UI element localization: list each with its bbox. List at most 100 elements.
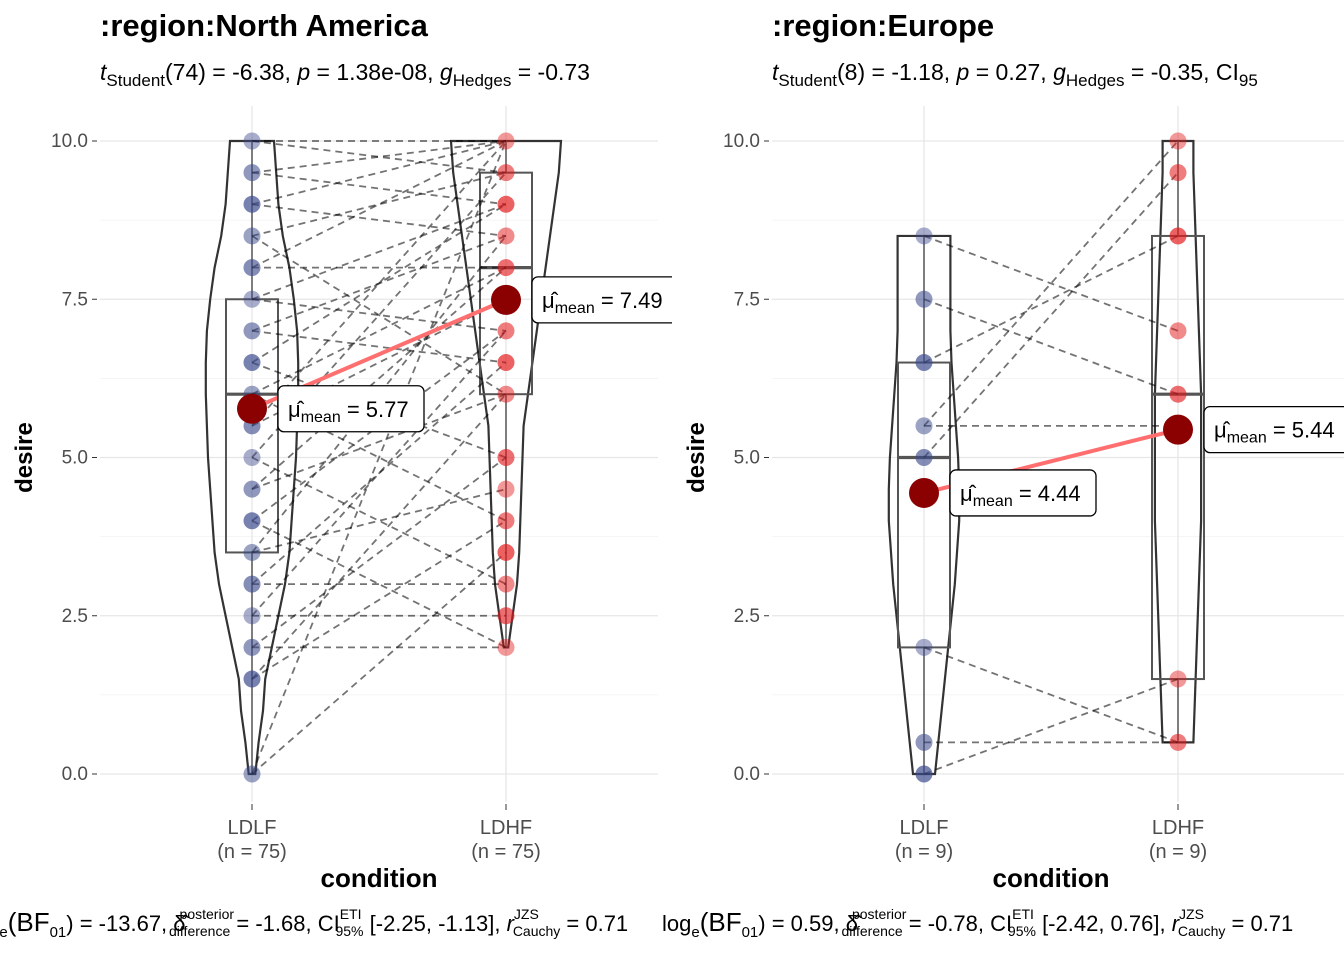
paired-line (251, 171, 507, 237)
data-point (497, 512, 515, 530)
mean-label: μ̂mean = 4.44 (960, 481, 1081, 510)
x-tick-label: LDHF (480, 817, 532, 839)
data-point (1169, 164, 1187, 182)
data-point (497, 607, 515, 625)
paired-line (923, 678, 1179, 775)
data-point (243, 765, 261, 783)
paired-line (251, 330, 507, 617)
paired-line (251, 393, 507, 680)
caption-text: loge(BF01) = 0.59, δ̂posterior difference… (662, 906, 1293, 941)
data-point (915, 227, 933, 245)
data-point (497, 259, 515, 277)
data-point (243, 575, 261, 593)
panel-subtitle: tStudent(74) = -6.38, p = 1.38e-08, gHed… (100, 59, 590, 90)
mean-label-box (531, 276, 672, 324)
x-tick-n-label: (n = 9) (895, 841, 953, 863)
data-point (497, 638, 515, 656)
y-tick-label: 2.5 (62, 606, 88, 627)
data-point (497, 227, 515, 245)
data-point (497, 385, 515, 403)
points-ldhf (1169, 132, 1187, 751)
data-point (1169, 132, 1187, 150)
violin-ldhf (1153, 139, 1203, 744)
y-tick-label: 7.5 (62, 289, 88, 310)
paired-line (251, 298, 507, 332)
x-tick-n-label: (n = 9) (1149, 841, 1207, 863)
y-tick-label: 0.0 (62, 764, 88, 785)
paired-line (251, 393, 507, 490)
data-point (915, 354, 933, 372)
paired-line (251, 140, 507, 174)
data-point (243, 638, 261, 656)
y-axis-title: desire (683, 422, 710, 493)
x-tick-label: LDLF (228, 817, 277, 839)
paired-line (251, 235, 507, 395)
x-tick-label: LDHF (1152, 817, 1204, 839)
x-axis-title: condition (993, 863, 1110, 893)
paired-line (251, 488, 507, 554)
mean-point (491, 284, 521, 315)
paired-line (251, 140, 507, 174)
data-point (1169, 322, 1187, 340)
paired-line (251, 456, 507, 649)
data-point (1169, 227, 1187, 245)
data-point (243, 449, 261, 466)
y-tick-label: 5.0 (62, 448, 88, 469)
data-point (243, 164, 261, 182)
data-point (243, 512, 261, 530)
paired-line (251, 551, 507, 775)
data-point (243, 259, 261, 277)
paired-lines (923, 140, 1179, 775)
y-tick-label: 5.0 (734, 448, 760, 469)
x-tick-n-label: (n = 75) (471, 841, 540, 863)
mean-point (1163, 414, 1193, 445)
y-axis-title: desire (11, 422, 38, 493)
caption-text: loge(BF01) = -13.67, δ̂posteriordifferen… (0, 906, 628, 941)
paired-line (251, 171, 507, 206)
mean-label: μ̂mean = 5.44 (1214, 418, 1335, 447)
y-tick-label: 10.0 (51, 131, 88, 152)
data-point (497, 480, 515, 498)
points-ldlf (243, 132, 261, 783)
panel-subtitle: tStudent(8) = -1.18, p = 0.27, gHedges =… (772, 59, 1258, 90)
paired-line (923, 298, 1179, 396)
data-point (1169, 385, 1187, 403)
paired-line (251, 140, 507, 269)
mean-label: μ̂mean = 5.77 (288, 397, 409, 426)
x-axis-title: condition (321, 863, 438, 893)
data-point (915, 449, 933, 466)
paired-line (251, 203, 507, 364)
mean-label: μ̂mean = 7.49 (542, 288, 663, 317)
panel-title: :region:Europe (772, 8, 994, 43)
data-point (243, 607, 261, 625)
paired-line (251, 203, 507, 237)
panel-title: :region:North America (100, 8, 429, 43)
data-point (497, 322, 515, 340)
paired-line (251, 235, 507, 554)
data-point (497, 543, 515, 561)
paired-line (923, 172, 1179, 459)
paired-line (251, 361, 507, 585)
y-tick-label: 2.5 (734, 606, 760, 627)
data-point (915, 290, 933, 308)
points-ldhf (497, 132, 515, 656)
paired-line (251, 140, 507, 775)
data-point (1169, 670, 1187, 688)
gridlines (772, 106, 1344, 802)
paired-line (251, 266, 507, 396)
data-point (497, 449, 515, 466)
data-point (915, 733, 933, 751)
data-point (915, 417, 933, 435)
points-ldlf (915, 227, 933, 783)
data-point (497, 195, 515, 213)
panel-caption: loge(BF01) = -13.67, δ̂posteriordifferen… (0, 906, 628, 941)
gridlines (100, 106, 658, 802)
paired-line (251, 330, 507, 364)
paired-line (251, 140, 507, 427)
data-point (243, 543, 261, 561)
mean-label-box (949, 469, 1097, 517)
data-point (497, 164, 515, 182)
paired-line (923, 140, 1179, 427)
